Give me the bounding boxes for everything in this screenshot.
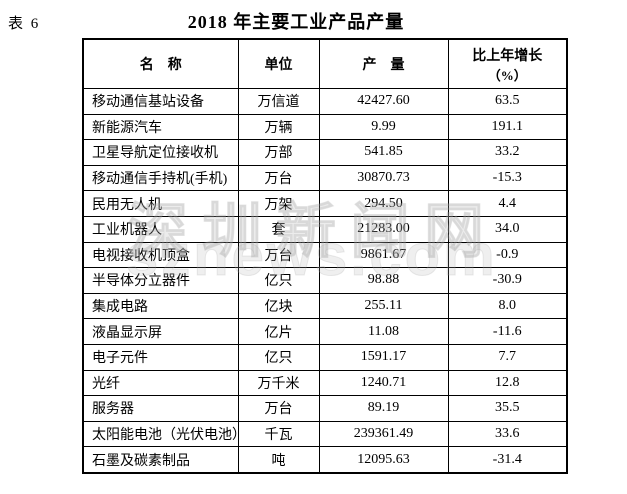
product-name-cell: 光纤 [82, 369, 239, 397]
product-name-cell: 石墨及碳素制品 [82, 446, 239, 474]
unit-cell: 万辆 [237, 113, 320, 141]
output-cell: 9861.67 [318, 241, 449, 269]
unit-cell: 万信道 [237, 88, 320, 115]
product-name-cell: 新能源汽车 [82, 113, 239, 141]
output-cell: 9.99 [318, 113, 449, 141]
output-cell: 42427.60 [318, 88, 449, 115]
growth-cell: 8.0 [447, 292, 568, 320]
table-row: 光纤 万千米 1240.71 12.8 [82, 369, 568, 397]
growth-cell: -0.9 [447, 241, 568, 269]
growth-cell: 33.6 [447, 420, 568, 448]
table-row: 工业机器人套 21283.00 34.0 [82, 215, 568, 243]
growth-cell: -11.6 [447, 318, 568, 345]
unit-cell: 万台 [237, 395, 320, 422]
output-cell: 239361.49 [318, 420, 449, 448]
output-cell: 1240.71 [318, 369, 449, 397]
unit-cell: 亿块 [237, 292, 320, 320]
table-number-label: 表 6 [8, 16, 41, 32]
growth-cell: -30.9 [447, 267, 568, 294]
output-cell: 255.11 [318, 292, 449, 320]
product-name-cell: 移动通信基站设备 [82, 88, 239, 115]
table-body: 移动通信基站设备 万信道 42427.60 63.5 新能源汽车 万辆 9.99 191.1 卫… [82, 88, 568, 474]
header-output: 产 量 [318, 38, 449, 89]
unit-cell: 套 [237, 215, 320, 243]
unit-cell: 亿只 [237, 267, 320, 294]
output-cell: 541.85 [318, 139, 449, 166]
header-unit: 单位 [237, 38, 320, 89]
table-header: 名 称 单位 产 量 比上年增长 （%） [82, 38, 568, 89]
output-cell: 98.88 [318, 267, 449, 294]
output-cell: 89.19 [318, 395, 449, 422]
table-row: 液晶显示屏 亿片 11.08 -11.6 [82, 318, 568, 345]
table-row: 卫星导航定位接收机 万部 541.85 33.2 [82, 139, 568, 166]
table-row: 民用无人机 万架 294.50 4.4 [82, 190, 568, 217]
growth-cell: -31.4 [447, 446, 568, 474]
industrial-output-table: 名 称 单位 产 量 比上年增长 （%） 移动通信基站设备 万信道 42427.60… [82, 38, 568, 474]
unit-cell: 万台 [237, 241, 320, 269]
header-growth-line2: （%） [487, 67, 527, 83]
unit-cell: 万台 [237, 164, 320, 192]
unit-cell: 千瓦 [237, 420, 320, 448]
header-growth-line1: 比上年增长 [472, 48, 543, 64]
product-name-cell: 太阳能电池（光伏电池） [82, 420, 239, 448]
table-row: 太阳能电池（光伏电池） 千瓦 239361.49 33.6 [82, 420, 568, 448]
output-cell: 30870.73 [318, 164, 449, 192]
table-row: 移动通信基站设备 万信道 42427.60 63.5 [82, 88, 568, 115]
output-cell: 11.08 [318, 318, 449, 345]
growth-cell: 63.5 [447, 88, 568, 115]
header-growth: 比上年增长 （%） [447, 38, 568, 89]
table-row: 半导体分立器件 亿只 98.88 -30.9 [82, 267, 568, 294]
unit-cell: 亿片 [237, 318, 320, 345]
table-row: 集成电路 亿块 255.11 8.0 [82, 292, 568, 320]
product-name-cell: 卫星导航定位接收机 [82, 139, 239, 166]
growth-cell: 12.8 [447, 369, 568, 397]
unit-cell: 亿只 [237, 343, 320, 371]
product-name-cell: 电视接收机顶盒 [82, 241, 239, 269]
table-row: 石墨及碳素制品吨 12095.63 -31.4 [82, 446, 568, 474]
growth-cell: 4.4 [447, 190, 568, 217]
table-row: 移动通信手持机(手机) 万台 30870.73 -15.3 [82, 164, 568, 192]
output-cell: 1591.17 [318, 343, 449, 371]
table-row: 电子元件 亿只 1591.17 7.7 [82, 343, 568, 371]
growth-cell: 191.1 [447, 113, 568, 141]
table-row: 电视接收机顶盒 万台 9861.67 -0.9 [82, 241, 568, 269]
growth-cell: 33.2 [447, 139, 568, 166]
product-name-cell: 液晶显示屏 [82, 318, 239, 345]
growth-cell: -15.3 [447, 164, 568, 192]
product-name-cell: 服务器 [82, 395, 239, 422]
header-name: 名 称 [82, 38, 239, 89]
product-name-cell: 集成电路 [82, 292, 239, 320]
table-row: 新能源汽车 万辆 9.99 191.1 [82, 113, 568, 141]
unit-cell: 万架 [237, 190, 320, 217]
output-cell: 21283.00 [318, 215, 449, 243]
growth-cell: 34.0 [447, 215, 568, 243]
page-title: 2018 年主要工业产品产量 [187, 12, 405, 32]
unit-cell: 万千米 [237, 369, 320, 397]
product-name-cell: 半导体分立器件 [82, 267, 239, 294]
unit-cell: 吨 [237, 446, 320, 474]
header-row: 名 称 单位 产 量 比上年增长 （%） [82, 38, 568, 89]
table-row: 服务器 万台 89.19 35.5 [82, 395, 568, 422]
product-name-cell: 移动通信手持机(手机) [82, 164, 239, 192]
output-cell: 12095.63 [318, 446, 449, 474]
growth-cell: 7.7 [447, 343, 568, 371]
product-name-cell: 电子元件 [82, 343, 239, 371]
growth-cell: 35.5 [447, 395, 568, 422]
output-cell: 294.50 [318, 190, 449, 217]
product-name-cell: 工业机器人 [82, 215, 239, 243]
unit-cell: 万部 [237, 139, 320, 166]
product-name-cell: 民用无人机 [82, 190, 239, 217]
